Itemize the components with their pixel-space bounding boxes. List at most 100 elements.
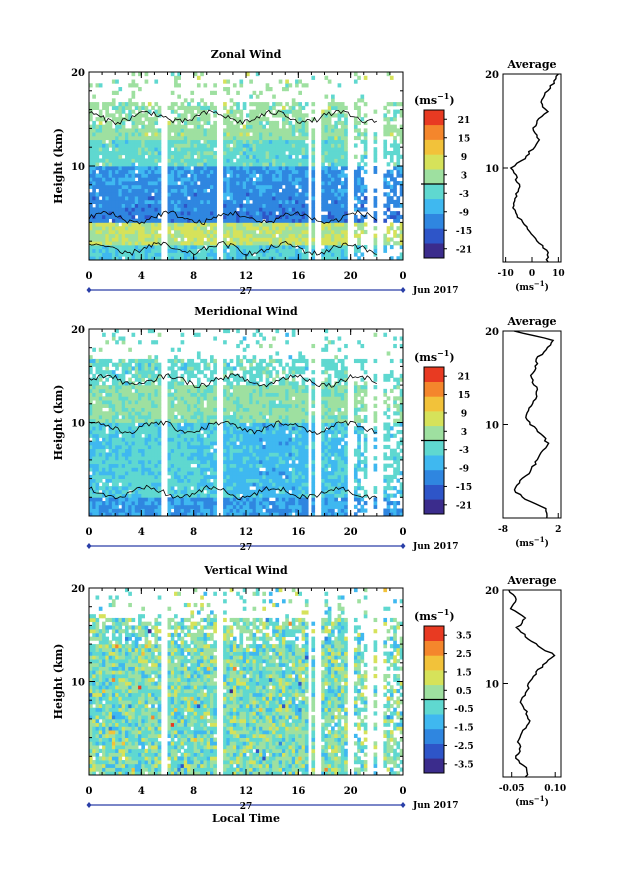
heatmap-cell [89, 366, 93, 371]
heatmap-cell [102, 181, 106, 186]
heatmap-cell [180, 177, 185, 182]
heatmap-cell [196, 177, 201, 182]
heatmap-cell [223, 456, 227, 461]
heatmap-cell [210, 150, 214, 156]
heatmap-cell [324, 139, 329, 144]
heatmap-cell [131, 229, 136, 235]
heatmap-cell [167, 252, 172, 257]
heatmap-cell [121, 482, 126, 487]
heatmap-cell [187, 504, 191, 509]
heatmap-cell [118, 158, 123, 163]
heatmap-cell [246, 177, 250, 182]
heatmap-cell [226, 422, 231, 427]
heatmap-cell [262, 154, 267, 159]
heatmap-cell [327, 162, 332, 167]
heatmap-cell [301, 184, 306, 189]
heatmap-cell [115, 169, 119, 174]
heatmap-cell [255, 196, 260, 201]
heatmap-cell [210, 105, 214, 110]
heatmap-cell [213, 396, 217, 401]
heatmap-cell [281, 105, 286, 110]
heatmap-cell [167, 128, 172, 133]
heatmap-cell [128, 459, 132, 465]
heatmap-cell [105, 150, 110, 156]
heatmap-cell [210, 429, 214, 435]
heatmap-cell [128, 362, 132, 367]
heatmap-cell [265, 132, 270, 137]
heatmap-cell [246, 147, 250, 152]
heatmap-cell [138, 252, 142, 257]
heatmap-cell [331, 124, 335, 129]
heatmap-cell [89, 181, 93, 186]
heatmap-cell [236, 218, 240, 223]
heatmap-cell [213, 336, 217, 341]
heatmap-cell [187, 218, 191, 223]
heatmap-cell [236, 214, 240, 220]
heatmap-cell [167, 147, 172, 152]
heatmap-cell [393, 184, 397, 189]
heatmap-cell [324, 229, 329, 235]
heatmap-cell [170, 181, 175, 186]
heatmap-cell [249, 256, 253, 261]
heatmap-cell [206, 158, 211, 163]
heatmap-cell [344, 135, 348, 141]
heatmap-cell [229, 203, 234, 208]
heatmap-cell [337, 162, 342, 167]
heatmap-cell [154, 415, 159, 420]
heatmap-cell [344, 173, 348, 178]
heatmap-cell [360, 252, 365, 257]
heatmap-cell [327, 233, 332, 238]
heatmap-cell [200, 229, 204, 235]
heatmap-cell [105, 478, 110, 483]
heatmap-cell [298, 90, 302, 95]
heatmap-cell [141, 429, 145, 435]
heatmap-cell [203, 128, 208, 133]
heatmap-cell [190, 105, 195, 110]
heatmap-cell [141, 501, 145, 506]
heatmap-cell [321, 154, 325, 159]
heatmap-cell [304, 162, 309, 167]
heatmap-cell [115, 154, 119, 159]
heatmap-cell [105, 459, 110, 465]
heatmap-cell [174, 143, 178, 148]
heatmap-cell [92, 192, 96, 197]
heatmap-cell [147, 478, 152, 483]
heatmap-cell [363, 184, 368, 189]
heatmap-cell [327, 181, 332, 186]
heatmap-cell [262, 203, 267, 208]
heatmap-cell [170, 474, 175, 479]
heatmap-cell [102, 203, 106, 208]
heatmap-cell [236, 471, 240, 476]
heatmap-cell [206, 181, 211, 186]
heatmap-cell [193, 332, 198, 337]
heatmap-cell [203, 256, 208, 261]
heatmap-cell [255, 192, 260, 197]
heatmap-cell [138, 471, 142, 476]
heatmap-cell [138, 437, 142, 442]
heatmap-cell [265, 87, 270, 92]
heatmap-cell [321, 173, 325, 178]
heatmap-cell [357, 256, 361, 261]
heatmap-cell [131, 139, 136, 144]
heatmap-cell [183, 105, 188, 110]
heatmap-cell [223, 166, 227, 171]
heatmap-cell [115, 184, 119, 189]
heatmap-cell [229, 366, 234, 371]
heatmap-cell [239, 237, 244, 242]
heatmap-cell [121, 252, 126, 257]
heatmap-cell [285, 188, 289, 193]
heatmap-cell [242, 207, 247, 212]
heatmap-cell [183, 166, 188, 171]
heatmap-cell [134, 113, 139, 118]
heatmap-cell [285, 162, 289, 167]
heatmap-cell [259, 135, 263, 141]
heatmap-cell [102, 426, 106, 431]
heatmap-cell [187, 474, 191, 479]
heatmap-cell [147, 512, 152, 517]
heatmap-cell [357, 218, 361, 223]
heatmap-cell [89, 400, 93, 405]
heatmap-cell [389, 132, 394, 137]
heatmap-cell [170, 120, 175, 126]
heatmap-cell [281, 226, 286, 231]
heatmap-cell [170, 471, 175, 476]
